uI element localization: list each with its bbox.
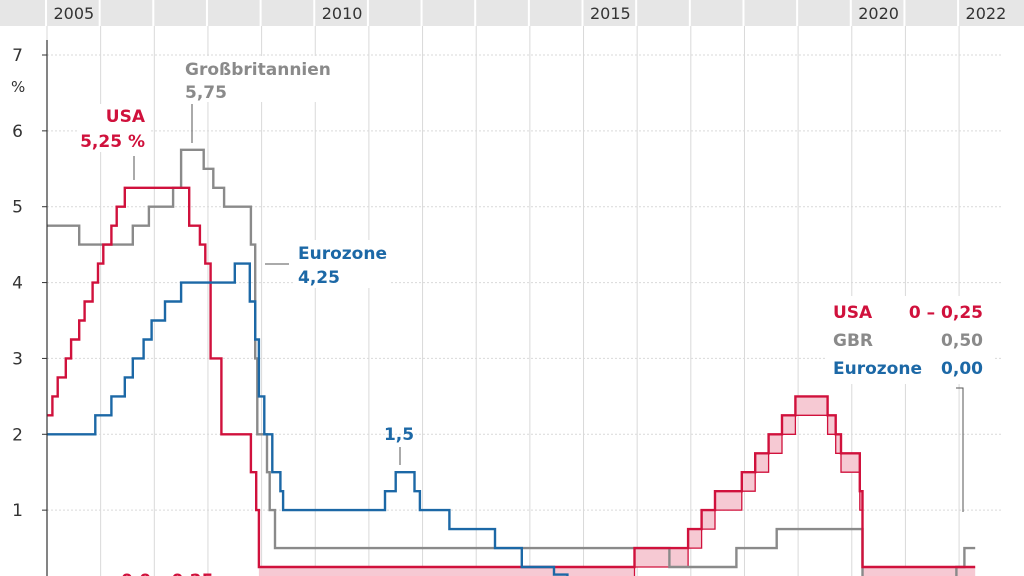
legend-value: 0 – 0,25 — [909, 303, 983, 323]
annotations: Großbritannien 5,75 USA 5,25 % Eurozone 4,25 1… — [78, 56, 414, 576]
legend-name: Eurozone — [833, 359, 922, 379]
us-target-band-lower — [633, 414, 864, 576]
year-axis-bar: 2005 2010 2015 2020 2022 — [0, 0, 1024, 26]
label-background — [182, 56, 336, 102]
series-line-usa — [47, 186, 976, 569]
legend-value: 0,50 — [941, 331, 983, 351]
legend-leader — [956, 387, 964, 512]
annotation-usa-value: 5,25 % — [80, 132, 145, 152]
year-label: 2010 — [322, 4, 363, 23]
y-tick-label: 3 — [12, 349, 23, 369]
y-tick-label: 1 — [12, 501, 23, 521]
year-label: 2005 — [53, 4, 94, 23]
annotation-eurozone-peak: 1,5 — [384, 425, 414, 445]
y-tick-label: 4 — [12, 274, 23, 294]
annotation-eurozone-value: 4,25 — [298, 268, 340, 288]
y-tick-label: 2 — [12, 425, 23, 445]
series-line-eurozone — [47, 262, 569, 576]
series-line-gro-britannien — [47, 148, 976, 576]
annotation-gbr-name: Großbritannien — [185, 60, 331, 80]
annotation-eurozone-name: Eurozone — [298, 244, 387, 264]
grid — [46, 26, 1002, 576]
legend-name: GBR — [833, 331, 873, 351]
y-tick-label: 7 — [12, 46, 23, 66]
year-bar-background — [0, 0, 1024, 26]
legend-background — [826, 296, 994, 384]
annotation-gbr-value: 5,75 — [185, 83, 227, 103]
annotation-usa-range: 0,0 – 0,25 — [121, 571, 213, 576]
legend: USA 0 – 0,25 GBR 0,50 Eurozone 0,00 — [826, 296, 994, 512]
y-unit-label: % — [11, 78, 25, 96]
annotation-usa-name: USA — [106, 107, 146, 127]
year-label: 2020 — [858, 4, 899, 23]
legend-value: 0,00 — [941, 359, 983, 379]
us-target-band — [258, 396, 976, 576]
series-lines — [47, 148, 976, 576]
label-background — [293, 240, 391, 288]
y-axis: 1 2 3 4 5 6 7% — [11, 40, 48, 576]
label-background — [78, 104, 150, 152]
y-tick-label: 5 — [12, 198, 23, 218]
legend-name: USA — [833, 303, 873, 323]
year-label: 2015 — [590, 4, 631, 23]
y-tick-label: 6 — [12, 122, 23, 142]
year-label: 2022 — [966, 4, 1007, 23]
